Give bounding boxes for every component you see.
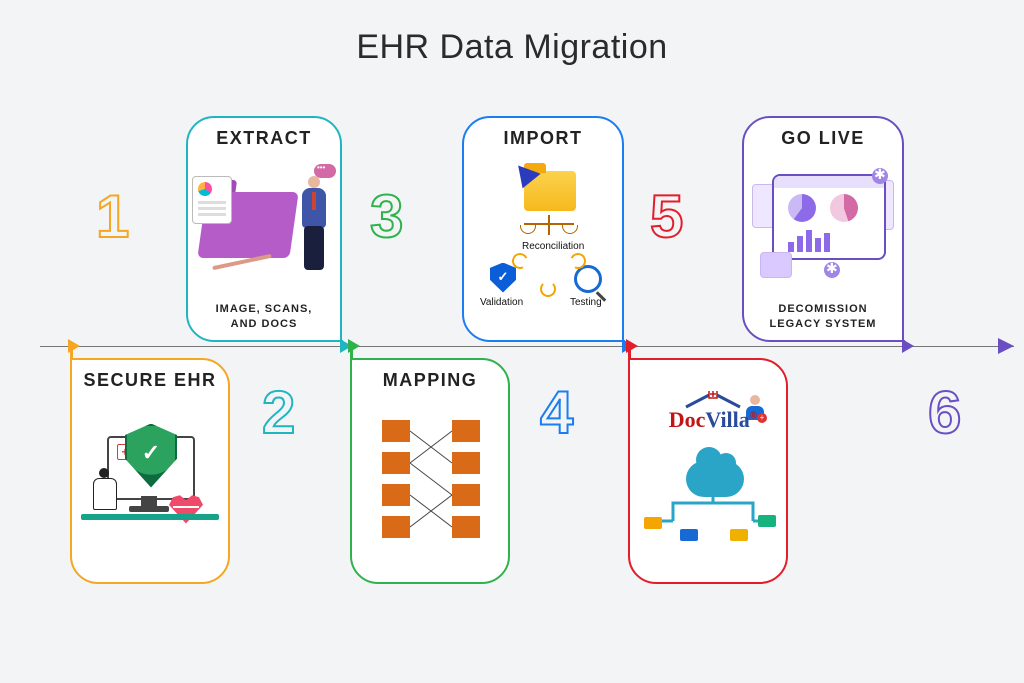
connector-arrow xyxy=(68,339,80,353)
golive-icon xyxy=(752,149,894,302)
step-card-4: IMPORT Reconciliation Validation Testing xyxy=(462,116,624,342)
card-title: IMPORT xyxy=(504,128,583,149)
import-icon: Reconciliation Validation Testing xyxy=(472,149,614,332)
card-subtitle: DECOMISSIONLEGACY SYSTEM xyxy=(770,302,877,332)
extract-icon xyxy=(196,149,332,302)
reconciliation-label: Reconciliation xyxy=(522,241,584,252)
step-number-3: 3 xyxy=(370,182,403,251)
step-card-3: MAPPING xyxy=(350,358,510,584)
step-card-2: EXTRACT IMAGE, SCANS,AND DOCS xyxy=(186,116,342,342)
card-title: EXTRACT xyxy=(216,128,312,149)
step-card-1: SECURE EHR xyxy=(70,358,230,584)
validation-label: Validation xyxy=(480,297,523,308)
step-number-1: 1 xyxy=(96,182,129,251)
connector-arrow xyxy=(626,339,638,353)
connector-arrow xyxy=(348,339,360,353)
timeline-axis xyxy=(40,346,1014,347)
connector-arrow xyxy=(902,339,914,353)
card-subtitle: IMAGE, SCANS,AND DOCS xyxy=(216,302,313,332)
step-number-6: 6 xyxy=(928,378,961,447)
card-title: GO LIVE xyxy=(781,128,865,149)
secure-ehr-icon xyxy=(80,391,220,574)
step-number-5: 5 xyxy=(650,182,683,251)
step-card-5: DocVilla® xyxy=(628,358,788,584)
infographic-canvas: EHR Data Migration 1 SECURE EHR 2 EXTRACT … xyxy=(0,0,1024,683)
timeline-end-arrow xyxy=(998,338,1014,354)
page-title: EHR Data Migration xyxy=(0,28,1024,67)
card-title: MAPPING xyxy=(383,370,478,391)
mapping-icon xyxy=(360,391,500,574)
card-title: SECURE EHR xyxy=(83,370,216,391)
step-card-6: GO LIVE DECOMISSIONLEGACY SYSTEM xyxy=(742,116,904,342)
docvilla-icon: DocVilla® xyxy=(638,370,778,574)
step-number-2: 2 xyxy=(262,378,295,447)
step-number-4: 4 xyxy=(540,378,573,447)
testing-label: Testing xyxy=(570,297,602,308)
